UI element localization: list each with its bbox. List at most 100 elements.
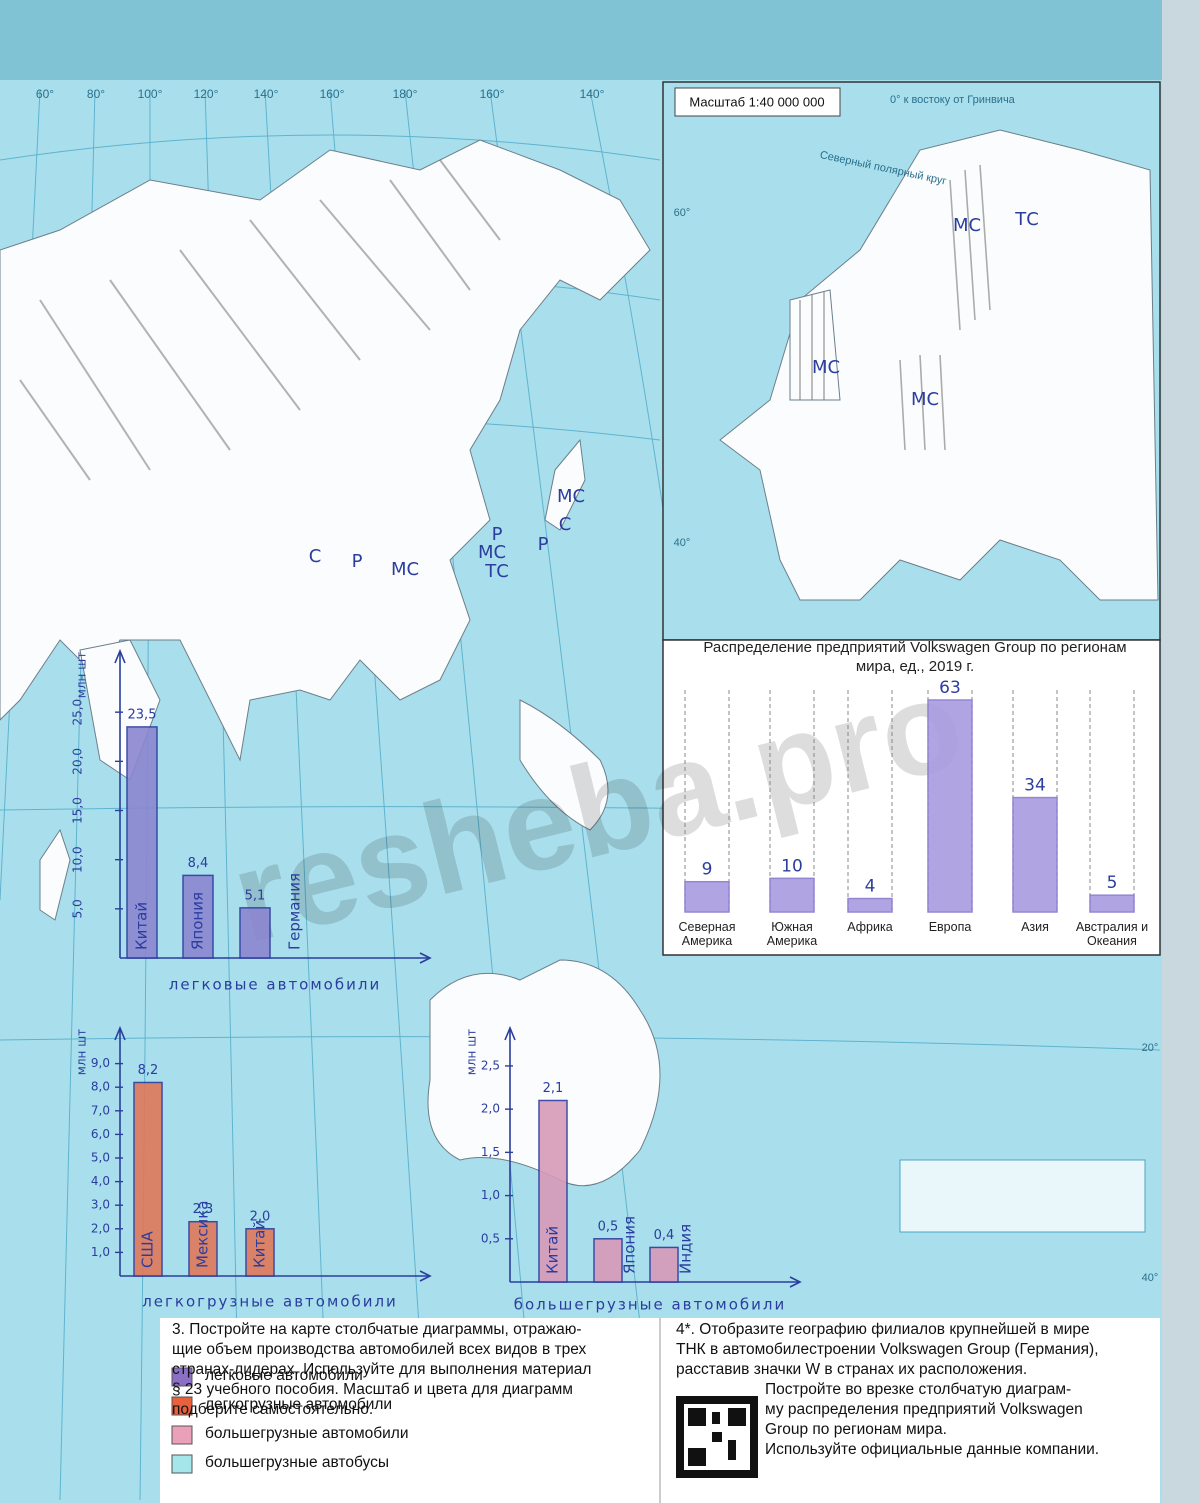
value-label: 5,1 xyxy=(245,888,266,903)
bar xyxy=(847,897,893,913)
y-tick-label: 7,0 xyxy=(91,1103,110,1117)
task-text: щие объем производства автомобилей всех … xyxy=(172,1341,587,1358)
scale-box xyxy=(674,87,841,117)
bar xyxy=(126,726,158,959)
lat-label: 20° xyxy=(1142,1042,1159,1054)
task-text: странах-лидерах. Используйте для выполне… xyxy=(172,1361,592,1378)
y-tick-label: 5,0 xyxy=(71,899,85,918)
y-tick-label: 3,0 xyxy=(91,1198,110,1212)
scale-label: Масштаб 1:40 000 000 xyxy=(689,94,824,109)
category-label: Япония xyxy=(621,1216,639,1274)
lon-label: 80° xyxy=(87,87,105,101)
bar xyxy=(769,877,815,913)
lon-label: 140° xyxy=(254,87,279,101)
land xyxy=(0,139,661,1187)
value-label: 23,5 xyxy=(128,707,157,722)
bar xyxy=(133,1081,163,1277)
axis-arrow xyxy=(419,952,432,964)
y-tick-label: 6,0 xyxy=(91,1127,110,1141)
category-label: Южная Америка xyxy=(766,920,818,948)
category-label: Германия xyxy=(286,873,304,950)
category-label: Европа xyxy=(928,920,972,934)
category-label: Китай xyxy=(251,1220,269,1268)
map-mark: МС xyxy=(953,215,981,236)
lon-label: 60° xyxy=(36,87,54,101)
top-band xyxy=(0,0,1200,80)
legend-label: легковые автомобили xyxy=(205,1367,363,1384)
bar xyxy=(239,907,271,959)
lon-label: 180° xyxy=(393,87,418,101)
task-text: 3. Постройте на карте столбчатые диаграм… xyxy=(172,1321,582,1338)
x-axis-label: легковые автомобили xyxy=(169,976,381,994)
bar xyxy=(245,1228,275,1277)
y-tick-label: 1,0 xyxy=(481,1188,500,1202)
value-label: 5 xyxy=(1107,873,1118,893)
qr-code xyxy=(676,1396,758,1478)
legend-label: большегрузные автомобили xyxy=(205,1425,409,1442)
y-axis-label: млн шт xyxy=(75,652,89,698)
task-text: Group по регионам мира. xyxy=(765,1421,947,1438)
y-tick-label: 5,0 xyxy=(91,1151,110,1165)
y-tick-label: 9,0 xyxy=(91,1056,110,1070)
bar xyxy=(188,1220,218,1277)
inset-hatching xyxy=(799,164,991,451)
y-axis-label: млн шт xyxy=(75,1029,89,1075)
category-label: Индия xyxy=(677,1224,695,1274)
map-mark: Р xyxy=(352,551,363,572)
value-label: 8,2 xyxy=(138,1063,159,1078)
category-label: Австралия и Океания xyxy=(1075,920,1149,948)
legend-swatch xyxy=(171,1367,193,1387)
task-text: му распределения предприятий Volkswagen xyxy=(765,1401,1083,1418)
lon-label: 160° xyxy=(320,87,345,101)
y-tick-label: 15,0 xyxy=(71,797,85,824)
category-label: США xyxy=(139,1230,157,1268)
bar xyxy=(593,1238,623,1283)
task-text: подберите самостоятельно. xyxy=(172,1401,374,1418)
value-label: 0,5 xyxy=(598,1219,619,1234)
task-text: ТНК в автомобилестроении Volkswagen Grou… xyxy=(676,1341,1099,1358)
lat-label: 40° xyxy=(674,537,691,549)
category-label: Северная Америка xyxy=(678,920,736,948)
category-label: Африка xyxy=(847,920,893,934)
map-mark: МС xyxy=(557,486,585,507)
task-text: § 23 учебного пособия. Масштаб и цвета д… xyxy=(172,1381,573,1398)
map-mark: МС xyxy=(911,389,939,410)
value-label: 9 xyxy=(702,860,713,880)
axis-arrow xyxy=(419,1270,432,1282)
y-tick-label: 0,5 xyxy=(481,1231,500,1245)
legend-swatch xyxy=(171,1454,193,1474)
value-label: 63 xyxy=(939,678,961,698)
axis-arrow xyxy=(789,1276,802,1288)
axis-arrow xyxy=(114,1025,126,1041)
y-axis-label: млн шт xyxy=(465,1029,479,1075)
vw-panel xyxy=(662,639,1161,956)
y-tick-label: 20,0 xyxy=(71,748,85,775)
y-tick-label: 25,0 xyxy=(71,699,85,726)
y-tick-label: 2,5 xyxy=(481,1058,500,1072)
europe xyxy=(719,129,1159,601)
x-axis-label: большегрузные автомобили xyxy=(514,1296,787,1314)
category-label: Мексика xyxy=(194,1201,212,1268)
bar xyxy=(1089,894,1135,913)
task-text: Постройте во врезке столбчатую диаграм- xyxy=(765,1381,1072,1398)
task-text: расставив значки W в странах их располож… xyxy=(676,1361,1028,1378)
british-isles xyxy=(789,289,841,401)
hatching xyxy=(19,159,501,481)
y-tick-label: 4,0 xyxy=(91,1174,110,1188)
value-label: 2,0 xyxy=(250,1209,271,1224)
grid-patch xyxy=(899,1159,1146,1233)
lon-label: 100° xyxy=(138,87,163,101)
map-mark: МС xyxy=(812,357,840,378)
bar xyxy=(649,1246,679,1283)
legend-swatch xyxy=(171,1396,193,1416)
value-label: 2,1 xyxy=(543,1081,564,1096)
x-axis-label: легкогрузные автомобили xyxy=(142,1293,398,1311)
lat-label: 60° xyxy=(674,207,691,219)
category-label: Китай xyxy=(544,1226,562,1274)
map-mark: Р xyxy=(492,524,503,545)
legend-label: большегрузные автобусы xyxy=(205,1454,389,1471)
value-label: 10 xyxy=(781,856,803,876)
lon-label: 140° xyxy=(580,87,605,101)
map-mark: МС xyxy=(391,559,419,580)
